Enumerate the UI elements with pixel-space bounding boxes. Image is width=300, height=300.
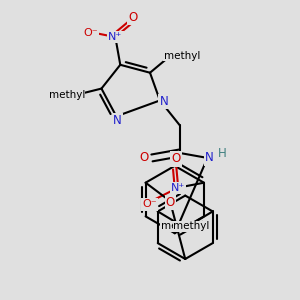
Text: N: N	[160, 95, 168, 108]
Text: O: O	[166, 196, 175, 209]
Text: methyl: methyl	[173, 221, 210, 231]
Text: N: N	[205, 152, 214, 164]
Text: O⁻: O⁻	[142, 200, 157, 209]
Text: methyl: methyl	[49, 89, 85, 100]
Text: O: O	[140, 152, 149, 164]
Text: methyl: methyl	[161, 221, 197, 231]
Text: O: O	[128, 11, 138, 24]
Text: O⁻: O⁻	[83, 28, 98, 38]
Text: methyl: methyl	[164, 51, 200, 61]
Text: O: O	[172, 152, 181, 165]
Text: N⁺: N⁺	[108, 32, 122, 42]
Text: N⁺: N⁺	[171, 183, 185, 193]
Text: H: H	[218, 148, 227, 160]
Text: N: N	[113, 114, 122, 127]
